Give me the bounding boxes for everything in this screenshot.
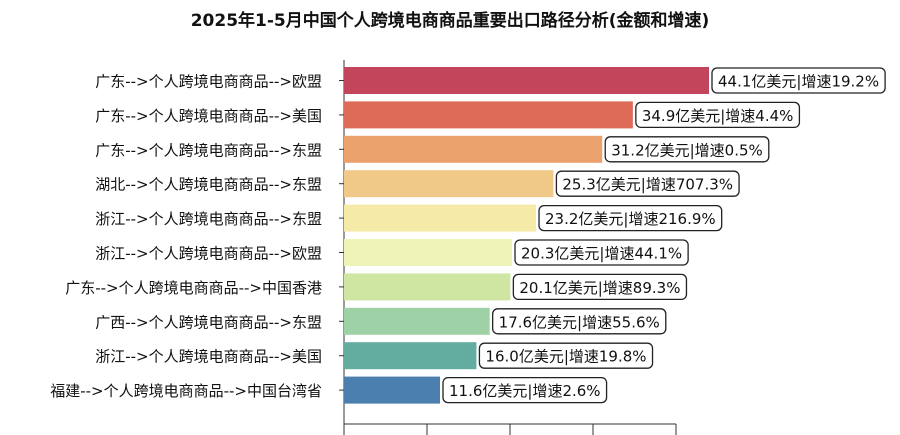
category-label: 广东-->个人跨境电商商品-->中国香港 bbox=[65, 279, 322, 297]
chart-title: 2025年1-5月中国个人跨境电商商品重要出口路径分析(金额和增速) bbox=[190, 11, 710, 31]
category-label: 广东-->个人跨境电商商品-->东盟 bbox=[95, 141, 322, 159]
data-label: 31.2亿美元|增速0.5% bbox=[611, 141, 763, 159]
data-label: 20.1亿美元|增速89.3% bbox=[519, 279, 680, 297]
bar bbox=[344, 376, 441, 404]
data-label: 17.6亿美元|增速55.6% bbox=[499, 313, 660, 331]
bar bbox=[344, 273, 511, 301]
data-label-box bbox=[442, 376, 608, 404]
bar bbox=[344, 307, 490, 335]
category-label: 浙江-->个人跨境电商商品-->东盟 bbox=[95, 210, 322, 228]
data-label: 16.0亿美元|增速19.8% bbox=[485, 348, 646, 366]
data-label: 34.9亿美元|增速4.4% bbox=[642, 107, 794, 125]
bar bbox=[344, 101, 633, 129]
data-label-box bbox=[711, 67, 886, 94]
category-label: 广东-->个人跨境电商商品-->美国 bbox=[95, 107, 322, 125]
bar bbox=[344, 342, 477, 370]
data-label: 25.3亿美元|增速707.3% bbox=[562, 176, 733, 194]
category-label: 湖北-->个人跨境电商商品-->东盟 bbox=[95, 176, 322, 194]
data-label: 11.6亿美元|增速2.6% bbox=[449, 382, 601, 400]
data-label: 20.3亿美元|增速44.1% bbox=[521, 245, 682, 263]
category-label: 广东-->个人跨境电商商品-->欧盟 bbox=[95, 73, 322, 91]
data-label-box bbox=[604, 136, 770, 163]
category-label: 广西-->个人跨境电商商品-->东盟 bbox=[95, 313, 322, 331]
data-label: 23.2亿美元|增速216.9% bbox=[545, 210, 716, 228]
bar bbox=[344, 239, 513, 266]
bar bbox=[344, 67, 709, 94]
category-label: 浙江-->个人跨境电商商品-->美国 bbox=[95, 348, 322, 366]
data-label-box bbox=[512, 273, 688, 301]
data-label-box bbox=[492, 308, 667, 335]
data-label-box bbox=[538, 204, 723, 232]
data-label-box bbox=[514, 239, 689, 266]
data-label: 44.1亿美元|增速19.2% bbox=[718, 73, 879, 91]
category-label: 浙江-->个人跨境电商商品-->欧盟 bbox=[95, 245, 322, 263]
bar bbox=[344, 170, 554, 198]
bar bbox=[344, 204, 537, 232]
data-label-box bbox=[635, 101, 801, 129]
data-label-box bbox=[555, 170, 740, 197]
category-label: 福建-->个人跨境电商商品-->中国台湾省 bbox=[50, 382, 322, 400]
bar bbox=[344, 135, 603, 163]
data-label-box bbox=[478, 342, 654, 369]
